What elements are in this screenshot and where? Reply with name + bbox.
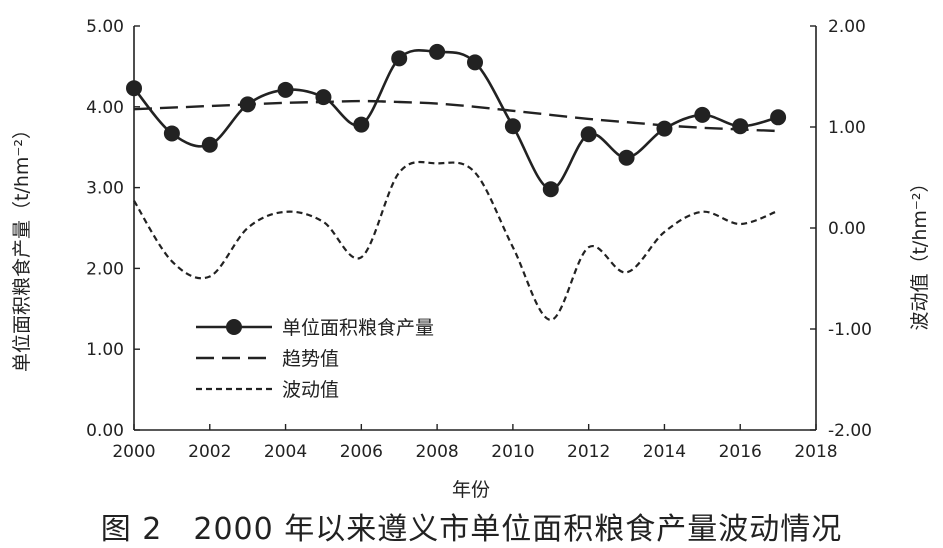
data-point-marker xyxy=(542,181,559,198)
series-line-solid-marker xyxy=(132,49,779,191)
x-tick-label: 2010 xyxy=(491,442,534,462)
y-left-tick-label: 0.00 xyxy=(86,421,124,441)
legend-label: 波动值 xyxy=(282,379,339,401)
data-point-marker xyxy=(353,116,370,133)
y-axis-right-title: 波动值（t/hm⁻²） xyxy=(909,173,931,330)
x-tick-label: 2018 xyxy=(794,442,837,462)
data-point-marker xyxy=(277,81,294,98)
series-line-short-dash xyxy=(133,160,779,322)
data-point-marker xyxy=(239,96,256,113)
data-point-marker xyxy=(618,149,635,166)
data-point-marker xyxy=(315,89,332,106)
data-point-marker xyxy=(163,125,180,142)
series-line-long-dash xyxy=(133,99,779,133)
y-right-tick-label: -1.00 xyxy=(828,320,872,340)
x-tick-label: 2016 xyxy=(719,442,762,462)
plot-frame xyxy=(133,26,817,431)
x-tick-label: 2000 xyxy=(112,442,155,462)
y-left-tick-label: 3.00 xyxy=(86,179,124,199)
y-left-tick-label: 5.00 xyxy=(86,17,124,37)
data-point-marker xyxy=(201,136,218,153)
data-point-marker xyxy=(656,120,673,137)
y-left-tick-label: 4.00 xyxy=(86,98,124,118)
y-right-tick-label: 1.00 xyxy=(828,118,866,138)
data-point-marker xyxy=(580,126,597,143)
x-tick-label: 2002 xyxy=(188,442,231,462)
data-point-marker xyxy=(504,118,521,135)
figure-caption: 图 2 2000 年以来遵义市单位面积粮食产量波动情况 xyxy=(100,512,843,547)
x-tick-label: 2012 xyxy=(567,442,610,462)
axis-ticks: 2000 2002 2004 2006 2008 2010 2012 2014 2016 2018… xyxy=(86,17,872,462)
x-tick-label: 2008 xyxy=(415,442,458,462)
y-left-tick-label: 1.00 xyxy=(86,340,124,360)
legend-label: 趋势值 xyxy=(282,348,339,370)
x-axis-title: 年份 xyxy=(452,479,490,500)
data-point-marker xyxy=(694,106,711,123)
data-point-marker xyxy=(732,118,749,135)
chart: 2000 2002 2004 2006 2008 2010 2012 2014 2016 2018… xyxy=(11,17,931,500)
y-axis-left-title: 单位面积粮食产量（t/hm⁻²） xyxy=(11,120,33,372)
y-right-tick-label: -2.00 xyxy=(828,421,872,441)
y-left-tick-label: 2.00 xyxy=(86,259,124,279)
x-tick-label: 2004 xyxy=(264,442,307,462)
data-point-marker xyxy=(391,50,408,67)
legend-marker xyxy=(226,319,242,335)
data-point-marker xyxy=(429,43,446,60)
x-tick-label: 2006 xyxy=(340,442,383,462)
data-point-marker xyxy=(770,109,787,126)
legend-label: 单位面积粮食产量 xyxy=(282,317,434,339)
y-right-tick-label: 2.00 xyxy=(828,17,866,37)
series-layer xyxy=(126,43,787,322)
y-right-tick-label: 0.00 xyxy=(828,219,866,239)
data-point-marker xyxy=(467,54,483,71)
x-tick-label: 2014 xyxy=(643,442,686,462)
